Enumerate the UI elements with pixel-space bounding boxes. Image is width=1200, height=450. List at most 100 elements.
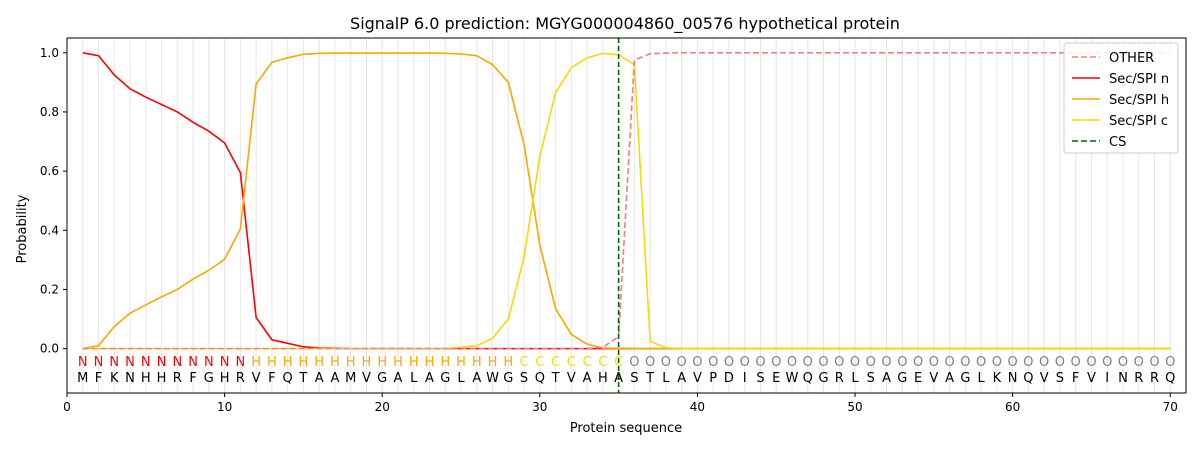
region-label: O [661, 355, 671, 370]
residue-label: S [520, 371, 528, 386]
region-label: O [1008, 355, 1018, 370]
region-label: O [755, 355, 765, 370]
region-label: O [1071, 355, 1081, 370]
region-label: O [976, 355, 986, 370]
region-label: C [535, 355, 544, 370]
residue-label: L [410, 371, 418, 386]
legend-entry: Sec/SPI c [1109, 114, 1168, 129]
residue-label: L [457, 371, 465, 386]
residue-label: R [835, 371, 844, 386]
residue-label: I [743, 371, 747, 386]
region-label: H [456, 355, 466, 370]
y-tick-label: 0.8 [40, 105, 59, 119]
series-layer [82, 38, 1171, 393]
grid-layer [82, 38, 1171, 393]
residue-label: A [677, 371, 686, 386]
region-label: O [724, 355, 734, 370]
residue-label: P [709, 371, 717, 386]
region-label: H [425, 355, 435, 370]
residue-label: A [425, 371, 434, 386]
region-label: H [267, 355, 277, 370]
residue-label: Q [535, 371, 545, 386]
region-label: O [1086, 355, 1096, 370]
region-label: O [677, 355, 687, 370]
x-tick-label: 60 [1005, 400, 1020, 414]
region-label: O [881, 355, 891, 370]
residue-label: R [236, 371, 245, 386]
region-label: H [503, 355, 513, 370]
legend: OTHER Sec/SPI n Sec/SPI h Sec/SPI c CS [1063, 42, 1179, 154]
region-label: O [1165, 355, 1175, 370]
region-label: N [188, 355, 198, 370]
region-label: N [141, 355, 151, 370]
residue-label: I [1105, 371, 1109, 386]
residue-label: N [1008, 371, 1018, 386]
region-label: O [818, 355, 828, 370]
region-label: O [866, 355, 876, 370]
region-label: C [598, 355, 607, 370]
region-label: O [944, 355, 954, 370]
chart-title: SignalP 6.0 prediction: MGYG000004860_00… [350, 14, 900, 34]
residue-label: T [645, 371, 654, 386]
legend-entry: CS [1109, 135, 1126, 150]
region-label: C [583, 355, 592, 370]
residue-label: G [960, 371, 970, 386]
region-label: H [314, 355, 324, 370]
residue-label: E [772, 371, 780, 386]
region-label: H [440, 355, 450, 370]
x-tick-label: 50 [847, 400, 862, 414]
y-axis-label: Probability [15, 194, 30, 263]
region-label: O [708, 355, 718, 370]
x-tick-label: 70 [1163, 400, 1178, 414]
legend-box [1063, 42, 1179, 154]
axis-layer: 0 10 20 30 40 50 60 70 0.0 0.2 0.4 0.6 0.8 1.0 [40, 46, 1178, 414]
region-label: O [913, 355, 923, 370]
region-label: H [283, 355, 293, 370]
residue-label: H [598, 371, 608, 386]
residue-label: K [993, 371, 1002, 386]
residue-label: T [551, 371, 560, 386]
region-label: O [629, 355, 639, 370]
residue-label: H [157, 371, 167, 386]
region-label: N [109, 355, 119, 370]
region-label: O [740, 355, 750, 370]
legend-entry: Sec/SPI h [1109, 93, 1169, 108]
region-label: O [960, 355, 970, 370]
residue-label: A [945, 371, 954, 386]
residue-label: R [1150, 371, 1159, 386]
residue-label: V [362, 371, 371, 386]
residue-label: M [77, 371, 88, 386]
residue-label: N [1118, 371, 1128, 386]
region-label: H [472, 355, 482, 370]
sequence-layer: NMNFNKNNNHNHNRNFNGNHNRHVHFHQHTHAHAHMHVHG… [77, 355, 1175, 386]
residue-label: Q [1023, 371, 1033, 386]
region-label: O [803, 355, 813, 370]
x-axis-label: Protein sequence [570, 421, 682, 436]
residue-label: V [693, 371, 702, 386]
residue-label: W [486, 371, 499, 386]
residue-label: H [141, 371, 151, 386]
residue-label: G [897, 371, 907, 386]
region-label: O [1102, 355, 1112, 370]
residue-label: S [630, 371, 638, 386]
region-label: N [235, 355, 245, 370]
region-label: H [362, 355, 372, 370]
region-label: N [125, 355, 135, 370]
region-label: O [1023, 355, 1033, 370]
residue-label: S [1056, 371, 1064, 386]
residue-label: G [818, 371, 828, 386]
region-label: O [1039, 355, 1049, 370]
region-label: O [929, 355, 939, 370]
residue-label: F [95, 371, 102, 386]
region-label: O [692, 355, 702, 370]
residue-label: G [440, 371, 450, 386]
y-tick-label: 0.2 [40, 282, 59, 296]
y-tick-label: 0.4 [40, 223, 59, 237]
plot-frame [66, 37, 1187, 394]
residue-label: G [377, 371, 387, 386]
residue-label: N [125, 371, 135, 386]
y-tick-label: 0.0 [40, 342, 59, 356]
region-label: O [1134, 355, 1144, 370]
y-tick-label: 0.6 [40, 164, 59, 178]
